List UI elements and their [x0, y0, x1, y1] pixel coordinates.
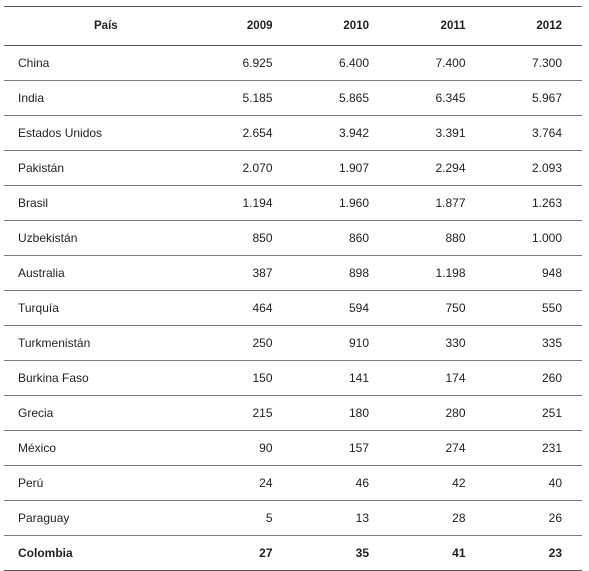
table-row: India 5.185 5.865 6.345 5.967 — [4, 80, 582, 116]
value-cell: 260 — [485, 360, 582, 396]
value-cell: 141 — [292, 360, 389, 396]
value-cell: 40 — [485, 465, 582, 501]
value-cell: 23 — [485, 535, 582, 571]
production-table: País 2009 2010 2011 2012 China 6.925 6.4… — [4, 6, 582, 571]
table-row: China 6.925 6.400 7.400 7.300 — [4, 45, 582, 81]
value-cell: 27 — [196, 535, 293, 571]
country-cell: Burkina Faso — [4, 360, 196, 396]
value-cell: 24 — [196, 465, 293, 501]
value-cell: 13 — [292, 500, 389, 536]
table-row: Grecia 215 180 280 251 — [4, 395, 582, 431]
value-cell: 3.764 — [485, 115, 582, 151]
country-cell: Uzbekistán — [4, 220, 196, 256]
value-cell: 2.294 — [389, 150, 486, 186]
table-row: Uzbekistán 850 860 880 1.000 — [4, 220, 582, 256]
value-cell: 5 — [196, 500, 293, 536]
value-cell: 860 — [292, 220, 389, 256]
value-cell: 1.263 — [485, 185, 582, 221]
value-cell: 3.942 — [292, 115, 389, 151]
value-cell: 1.907 — [292, 150, 389, 186]
value-cell: 6.400 — [292, 45, 389, 81]
country-cell: Brasil — [4, 185, 196, 221]
value-cell: 594 — [292, 290, 389, 326]
value-cell: 46 — [292, 465, 389, 501]
value-cell: 174 — [389, 360, 486, 396]
value-cell: 5.865 — [292, 80, 389, 116]
value-cell: 880 — [389, 220, 486, 256]
table-row: Turkmenistán 250 910 330 335 — [4, 325, 582, 361]
value-cell: 1.194 — [196, 185, 293, 221]
header-year-2009: 2009 — [196, 6, 293, 46]
header-year-2011: 2011 — [389, 6, 486, 46]
country-cell: Pakistán — [4, 150, 196, 186]
header-year-2012: 2012 — [485, 6, 582, 46]
value-cell: 5.185 — [196, 80, 293, 116]
value-cell: 35 — [292, 535, 389, 571]
value-cell: 7.300 — [485, 45, 582, 81]
table-row: Australia 387 898 1.198 948 — [4, 255, 582, 291]
value-cell: 41 — [389, 535, 486, 571]
table-row: Perú 24 46 42 40 — [4, 465, 582, 501]
value-cell: 1.198 — [389, 255, 486, 291]
country-cell: India — [4, 80, 196, 116]
value-cell: 2.654 — [196, 115, 293, 151]
value-cell: 5.967 — [485, 80, 582, 116]
header-country: País — [4, 6, 196, 46]
value-cell: 948 — [485, 255, 582, 291]
table-row-colombia: Colombia 27 35 41 23 — [4, 535, 582, 571]
value-cell: 1.877 — [389, 185, 486, 221]
value-cell: 330 — [389, 325, 486, 361]
value-cell: 231 — [485, 430, 582, 466]
value-cell: 250 — [196, 325, 293, 361]
value-cell: 2.093 — [485, 150, 582, 186]
value-cell: 42 — [389, 465, 486, 501]
country-cell: México — [4, 430, 196, 466]
value-cell: 251 — [485, 395, 582, 431]
country-cell: Turquía — [4, 290, 196, 326]
table-row: Brasil 1.194 1.960 1.877 1.263 — [4, 185, 582, 221]
value-cell: 274 — [389, 430, 486, 466]
table-row: Burkina Faso 150 141 174 260 — [4, 360, 582, 396]
value-cell: 26 — [485, 500, 582, 536]
value-cell: 90 — [196, 430, 293, 466]
value-cell: 3.391 — [389, 115, 486, 151]
value-cell: 28 — [389, 500, 486, 536]
value-cell: 157 — [292, 430, 389, 466]
value-cell: 6.345 — [389, 80, 486, 116]
value-cell: 1.960 — [292, 185, 389, 221]
table-row: Estados Unidos 2.654 3.942 3.391 3.764 — [4, 115, 582, 151]
table-row: México 90 157 274 231 — [4, 430, 582, 466]
table-row: Pakistán 2.070 1.907 2.294 2.093 — [4, 150, 582, 186]
table-row: Paraguay 5 13 28 26 — [4, 500, 582, 536]
value-cell: 750 — [389, 290, 486, 326]
value-cell: 387 — [196, 255, 293, 291]
country-cell: Turkmenistán — [4, 325, 196, 361]
value-cell: 280 — [389, 395, 486, 431]
table-row: Turquía 464 594 750 550 — [4, 290, 582, 326]
country-cell: Grecia — [4, 395, 196, 431]
country-cell: Estados Unidos — [4, 115, 196, 151]
country-cell: Paraguay — [4, 500, 196, 536]
value-cell: 910 — [292, 325, 389, 361]
value-cell: 1.000 — [485, 220, 582, 256]
header-year-2010: 2010 — [292, 6, 389, 46]
table-header-row: País 2009 2010 2011 2012 — [4, 6, 582, 46]
country-cell: China — [4, 45, 196, 81]
value-cell: 6.925 — [196, 45, 293, 81]
country-cell: Colombia — [4, 535, 196, 571]
country-cell: Australia — [4, 255, 196, 291]
value-cell: 464 — [196, 290, 293, 326]
value-cell: 180 — [292, 395, 389, 431]
country-cell: Perú — [4, 465, 196, 501]
value-cell: 550 — [485, 290, 582, 326]
value-cell: 150 — [196, 360, 293, 396]
value-cell: 850 — [196, 220, 293, 256]
value-cell: 215 — [196, 395, 293, 431]
value-cell: 2.070 — [196, 150, 293, 186]
value-cell: 7.400 — [389, 45, 486, 81]
data-table-container: País 2009 2010 2011 2012 China 6.925 6.4… — [4, 6, 582, 571]
value-cell: 898 — [292, 255, 389, 291]
value-cell: 335 — [485, 325, 582, 361]
